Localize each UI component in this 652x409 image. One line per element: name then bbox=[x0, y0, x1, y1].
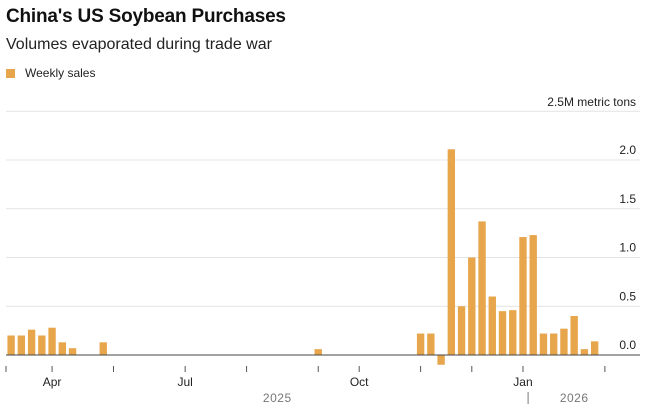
chart-subtitle: Volumes evaporated during trade war bbox=[6, 36, 272, 53]
bar bbox=[488, 296, 496, 355]
bar bbox=[468, 257, 476, 355]
bar bbox=[68, 348, 77, 356]
bar bbox=[48, 327, 56, 355]
bar bbox=[427, 333, 435, 355]
bar bbox=[580, 349, 589, 355]
x-tick-label: Jan bbox=[513, 375, 532, 389]
bar bbox=[38, 335, 46, 355]
bar bbox=[570, 316, 578, 355]
year-label: 2026 bbox=[560, 391, 589, 405]
bar bbox=[437, 355, 445, 365]
bar bbox=[550, 333, 558, 355]
bar bbox=[447, 149, 456, 355]
y-tick-label: 1.0 bbox=[619, 241, 636, 255]
y-tick-label: 1.5 bbox=[619, 192, 636, 206]
legend: Weekly sales bbox=[6, 66, 95, 80]
legend-swatch bbox=[6, 68, 15, 78]
bar bbox=[529, 235, 537, 355]
bar bbox=[17, 335, 26, 355]
y-tick-label: 0.5 bbox=[619, 289, 636, 303]
x-tick-label: Jul bbox=[177, 375, 192, 389]
x-tick-label: Apr bbox=[43, 375, 62, 389]
bar bbox=[560, 328, 568, 356]
bar bbox=[58, 342, 66, 355]
year-label: 2025 bbox=[263, 391, 292, 405]
bars bbox=[7, 149, 599, 365]
bar bbox=[416, 333, 425, 355]
y-tick-label: 0.0 bbox=[619, 338, 636, 352]
x-axis: Apr Jul Oct Jan 2025 2026 bbox=[5, 354, 640, 405]
bar bbox=[478, 221, 486, 355]
y-tick-label: 2.0 bbox=[619, 143, 636, 157]
bar bbox=[457, 306, 466, 355]
x-tick-label: Oct bbox=[350, 375, 369, 389]
bar bbox=[99, 342, 107, 355]
gridlines: 0.0 0.5 1.0 1.5 2.0 bbox=[6, 110, 640, 352]
bar bbox=[7, 335, 15, 355]
bar bbox=[498, 311, 507, 356]
bar bbox=[519, 237, 527, 355]
bar bbox=[27, 329, 36, 355]
chart-title: China's US Soybean Purchases bbox=[6, 6, 286, 27]
bar bbox=[314, 349, 322, 355]
bar bbox=[539, 333, 548, 355]
unit-label: 2.5M metric tons bbox=[547, 95, 636, 109]
legend-label: Weekly sales bbox=[25, 66, 96, 80]
bar bbox=[509, 310, 517, 355]
bar bbox=[590, 341, 599, 355]
